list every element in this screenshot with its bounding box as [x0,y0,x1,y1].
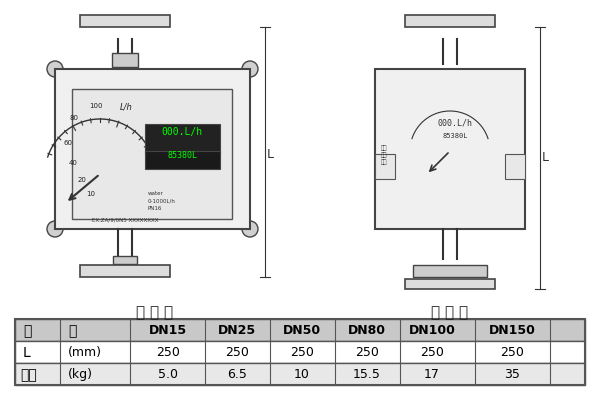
Text: DN80: DN80 [348,324,386,337]
Bar [15,319,585,341]
Bar [80,265,170,277]
Text: 10: 10 [86,191,95,196]
Text: 15.5: 15.5 [353,368,381,380]
Text: 250: 250 [225,346,249,359]
Text: L/h: L/h [120,103,133,112]
Text: 40: 40 [68,160,77,166]
Bar [405,279,495,289]
Bar [15,341,585,363]
Text: 重量: 重量 [20,367,37,381]
Text: 35: 35 [504,368,520,380]
Text: 80: 80 [70,115,79,121]
Text: 5.0: 5.0 [158,368,178,380]
Text: 径: 径 [68,323,76,337]
Circle shape [378,80,522,223]
Text: water: water [148,191,164,196]
Circle shape [242,62,258,78]
Bar [15,319,585,385]
Bar [112,54,138,68]
Bar [505,155,525,180]
Text: DN100: DN100 [409,324,455,337]
Text: 20: 20 [77,177,86,182]
Text: DN50: DN50 [283,324,321,337]
Ellipse shape [396,194,407,205]
Text: (kg): (kg) [68,368,93,380]
Text: 250: 250 [290,346,314,359]
Bar [413,265,487,277]
Text: 10: 10 [294,368,310,380]
Circle shape [445,97,455,107]
Bar [405,16,495,28]
Bar [113,256,137,264]
Circle shape [388,90,512,213]
Circle shape [47,62,63,78]
Text: (mm): (mm) [68,346,102,359]
Circle shape [445,196,455,207]
Circle shape [242,221,258,237]
Text: DN150: DN150 [488,324,535,337]
Bar [80,16,170,28]
Text: 250: 250 [355,346,379,359]
Text: 000.L/h: 000.L/h [161,127,203,137]
Text: 17: 17 [424,368,440,380]
Text: 85380L: 85380L [167,151,197,160]
Circle shape [47,221,63,237]
Text: 0-1000L/h: 0-1000L/h [148,198,176,204]
Text: 6.5: 6.5 [227,368,247,380]
Ellipse shape [493,194,504,205]
Text: 60: 60 [64,139,73,146]
Text: 250: 250 [500,346,524,359]
Bar [15,363,585,385]
Text: 85380L: 85380L [442,133,468,139]
Text: DN25: DN25 [218,324,256,337]
Text: L: L [542,151,549,164]
Text: 危险
能量
限值: 危险 能量 限值 [381,145,388,164]
Ellipse shape [493,98,504,109]
Text: 250: 250 [420,346,444,359]
Bar [145,125,220,155]
Bar [375,70,525,229]
Text: 口: 口 [23,323,31,337]
Bar [72,90,232,220]
Text: L: L [267,148,274,161]
Bar [55,70,250,229]
Text: EX.ZA/9/0N5 XXXXXXXX: EX.ZA/9/0N5 XXXXXXXX [92,218,158,222]
Text: 100: 100 [89,103,103,109]
Ellipse shape [396,98,407,109]
Bar [145,152,220,170]
Text: 000.L/h: 000.L/h [437,118,473,127]
Bar [375,155,395,180]
Text: DN15: DN15 [149,324,187,337]
Text: PN16: PN16 [148,205,163,211]
Text: 本 安 型: 本 安 型 [136,304,173,319]
Text: L: L [23,345,31,359]
Text: 250: 250 [156,346,180,359]
Text: 隔 爆 型: 隔 爆 型 [431,304,469,319]
